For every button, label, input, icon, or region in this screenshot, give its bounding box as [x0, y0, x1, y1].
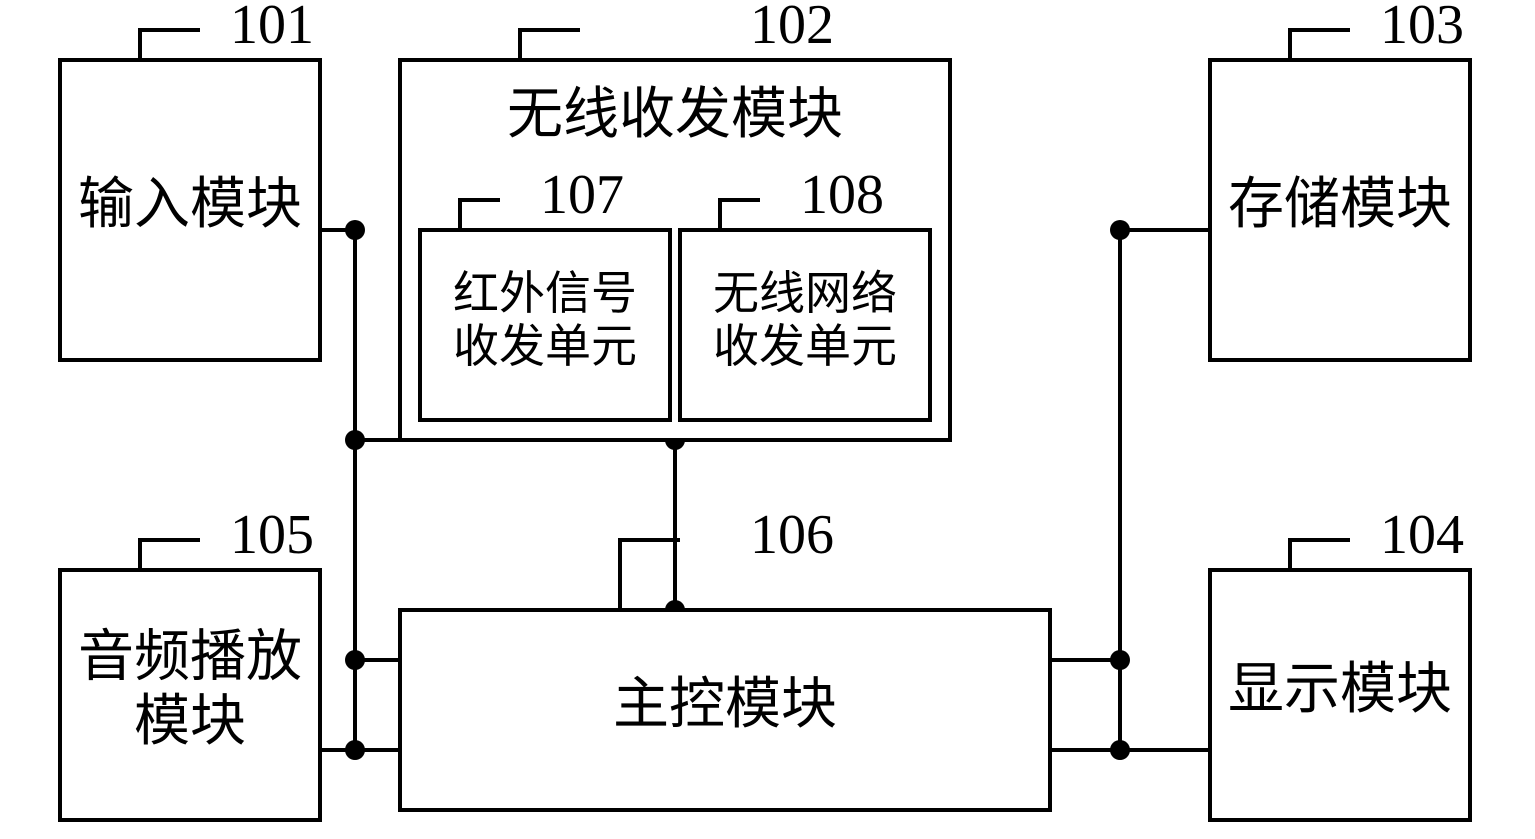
junction-dot-2: [345, 650, 365, 670]
junction-dot-7: [1110, 650, 1130, 670]
label-108-line0: 无线网络: [713, 268, 897, 319]
ref-number-107: 107: [540, 164, 624, 226]
block-diagram-svg: 101输入模块102无线收发模块107红外信号收发单元108无线网络收发单元10…: [0, 0, 1535, 839]
leader-102: [520, 30, 580, 60]
label-103: 存储模块: [1228, 174, 1452, 236]
label-105-line0: 音频播放: [78, 627, 302, 689]
ref-number-106: 106: [750, 504, 834, 566]
junction-dot-6: [1110, 220, 1130, 240]
label-106: 主控模块: [613, 674, 837, 736]
junction-dot-8: [1110, 740, 1130, 760]
label-105-line1: 模块: [134, 691, 246, 753]
ref-number-101: 101: [230, 0, 314, 56]
leader-106: [620, 540, 680, 610]
label-107-line1: 收发单元: [453, 321, 637, 372]
ref-number-104: 104: [1380, 504, 1464, 566]
ref-number-108: 108: [800, 164, 884, 226]
leader-104: [1290, 540, 1350, 570]
ref-number-105: 105: [230, 504, 314, 566]
label-102: 无线收发模块: [507, 84, 843, 146]
leader-105: [140, 540, 200, 570]
ref-number-102: 102: [750, 0, 834, 56]
junction-dot-1: [345, 430, 365, 450]
label-108-line1: 收发单元: [713, 321, 897, 372]
label-101: 输入模块: [78, 174, 302, 236]
label-104: 显示模块: [1228, 659, 1452, 721]
junction-dot-0: [345, 220, 365, 240]
junction-dot-3: [345, 740, 365, 760]
ref-number-103: 103: [1380, 0, 1464, 56]
leader-103: [1290, 30, 1350, 60]
label-107-line0: 红外信号: [453, 268, 637, 319]
leader-101: [140, 30, 200, 60]
